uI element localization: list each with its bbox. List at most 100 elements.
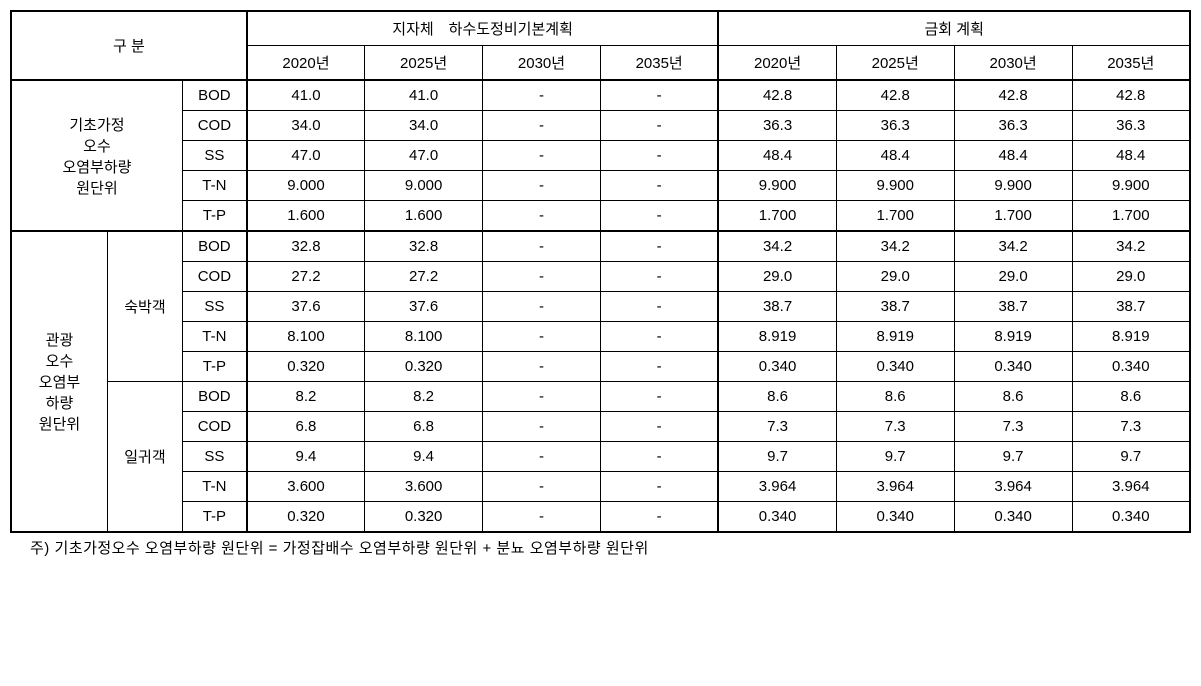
table-cell: 8.2	[247, 382, 365, 412]
table-cell: -	[600, 80, 718, 111]
table-cell: 3.964	[718, 472, 836, 502]
table-cell: 41.0	[365, 80, 483, 111]
table-cell: 7.3	[718, 412, 836, 442]
table-cell: -	[483, 322, 601, 352]
table-cell: 9.7	[836, 442, 954, 472]
section-label: 관광오수오염부하량원단위	[11, 231, 107, 532]
table-cell: 27.2	[365, 262, 483, 292]
table-cell: 47.0	[365, 141, 483, 171]
table-cell: 27.2	[247, 262, 365, 292]
footnote: 주) 기초가정오수 오염부하량 원단위 = 가정잡배수 오염부하량 원단위 + …	[10, 537, 1191, 558]
table-cell: 36.3	[718, 111, 836, 141]
header-g1-2025: 2025년	[365, 46, 483, 81]
table-cell: 7.3	[954, 412, 1072, 442]
table-cell: -	[483, 412, 601, 442]
table-cell: 9.7	[954, 442, 1072, 472]
table-cell: -	[483, 382, 601, 412]
table-cell: 29.0	[1072, 262, 1190, 292]
table-cell: 0.340	[1072, 502, 1190, 533]
table-cell: 6.8	[247, 412, 365, 442]
table-cell: 3.964	[836, 472, 954, 502]
table-cell: 8.919	[718, 322, 836, 352]
header-division: 구 분	[11, 11, 247, 80]
table-cell: 8.100	[247, 322, 365, 352]
table-cell: T-P	[182, 201, 246, 232]
table-cell: -	[600, 231, 718, 262]
table-cell: -	[600, 262, 718, 292]
header-group1: 지자체 하수도정비기본계획	[247, 11, 719, 46]
table-cell: 0.320	[365, 352, 483, 382]
table-cell: 8.6	[1072, 382, 1190, 412]
table-cell: 8.6	[954, 382, 1072, 412]
table-cell: 3.964	[1072, 472, 1190, 502]
table-cell: -	[600, 141, 718, 171]
table-cell: COD	[182, 111, 246, 141]
table-cell: 8.919	[954, 322, 1072, 352]
table-cell: 8.919	[1072, 322, 1190, 352]
table-cell: 1.700	[954, 201, 1072, 232]
table-cell: 29.0	[954, 262, 1072, 292]
table-cell: 34.2	[836, 231, 954, 262]
table-cell: 0.320	[247, 352, 365, 382]
table-cell: BOD	[182, 231, 246, 262]
table-cell: 1.700	[836, 201, 954, 232]
table-cell: 42.8	[1072, 80, 1190, 111]
table-cell: -	[483, 231, 601, 262]
table-cell: 32.8	[365, 231, 483, 262]
table-cell: 0.320	[247, 502, 365, 533]
sub-label: 일귀객	[107, 382, 182, 533]
table-cell: 7.3	[1072, 412, 1190, 442]
table-cell: 9.000	[365, 171, 483, 201]
table-cell: -	[600, 382, 718, 412]
table-cell: 9.7	[1072, 442, 1190, 472]
table-cell: -	[600, 111, 718, 141]
table-cell: 9.4	[365, 442, 483, 472]
table-cell: 0.340	[1072, 352, 1190, 382]
table-cell: 0.340	[954, 352, 1072, 382]
table-cell: -	[600, 292, 718, 322]
table-cell: -	[483, 352, 601, 382]
table-cell: -	[483, 502, 601, 533]
table-cell: SS	[182, 141, 246, 171]
table-cell: -	[483, 141, 601, 171]
table-cell: 9.7	[718, 442, 836, 472]
table-cell: -	[600, 201, 718, 232]
table-cell: -	[600, 352, 718, 382]
table-cell: 0.340	[718, 502, 836, 533]
table-cell: -	[600, 322, 718, 352]
table-cell: 9.900	[718, 171, 836, 201]
table-cell: 41.0	[247, 80, 365, 111]
table-cell: COD	[182, 262, 246, 292]
table-cell: 1.600	[365, 201, 483, 232]
table-cell: 1.700	[1072, 201, 1190, 232]
table-cell: 38.7	[954, 292, 1072, 322]
section-label: 기초가정오수오염부하량원단위	[11, 80, 182, 231]
table-cell: 36.3	[836, 111, 954, 141]
table-cell: 34.2	[954, 231, 1072, 262]
table-cell: T-P	[182, 352, 246, 382]
table-cell: 48.4	[954, 141, 1072, 171]
table-cell: 8.6	[836, 382, 954, 412]
table-cell: 32.8	[247, 231, 365, 262]
table-cell: 38.7	[836, 292, 954, 322]
table-cell: 7.3	[836, 412, 954, 442]
table-cell: 34.2	[1072, 231, 1190, 262]
table-cell: BOD	[182, 80, 246, 111]
table-cell: 34.0	[365, 111, 483, 141]
header-g2-2025: 2025년	[836, 46, 954, 81]
table-cell: 36.3	[1072, 111, 1190, 141]
table-cell: -	[600, 442, 718, 472]
table-cell: 8.100	[365, 322, 483, 352]
table-cell: 9.4	[247, 442, 365, 472]
table-cell: 1.700	[718, 201, 836, 232]
table-cell: 42.8	[954, 80, 1072, 111]
table-cell: 42.8	[836, 80, 954, 111]
table-cell: 8.2	[365, 382, 483, 412]
table-cell: T-N	[182, 322, 246, 352]
table-cell: -	[483, 201, 601, 232]
table-cell: -	[483, 171, 601, 201]
table-cell: SS	[182, 292, 246, 322]
table-cell: 34.2	[718, 231, 836, 262]
table-cell: 38.7	[1072, 292, 1190, 322]
table-cell: 37.6	[365, 292, 483, 322]
